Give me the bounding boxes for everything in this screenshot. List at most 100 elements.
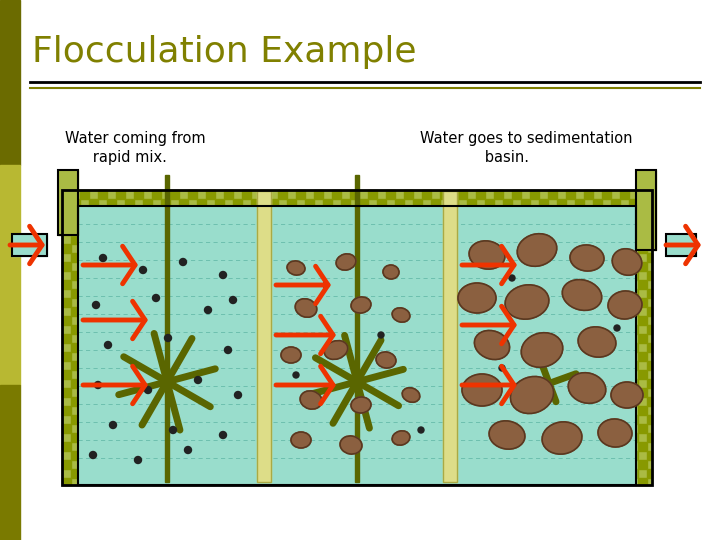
Bar <box>188 190 197 199</box>
Bar <box>503 289 512 298</box>
Bar <box>566 442 575 451</box>
Bar <box>355 175 359 482</box>
Bar <box>152 244 161 253</box>
Bar <box>395 397 404 406</box>
Bar <box>143 415 152 424</box>
Bar <box>413 235 422 244</box>
Bar <box>125 397 134 406</box>
Bar <box>296 226 305 235</box>
Bar <box>494 208 503 217</box>
Bar <box>584 316 593 325</box>
Bar <box>134 370 143 379</box>
Bar <box>233 217 242 226</box>
Bar <box>116 262 125 271</box>
Bar <box>287 361 296 370</box>
Bar <box>269 397 278 406</box>
Bar <box>359 379 368 388</box>
Circle shape <box>153 294 160 301</box>
Bar <box>224 262 233 271</box>
Bar <box>350 334 359 343</box>
Bar <box>98 388 107 397</box>
Circle shape <box>92 301 99 308</box>
Bar <box>503 433 512 442</box>
Ellipse shape <box>383 265 399 279</box>
Bar <box>575 469 584 478</box>
Bar <box>71 199 80 208</box>
Bar <box>197 451 206 460</box>
Bar <box>584 460 593 469</box>
Bar <box>134 298 143 307</box>
Bar <box>197 253 206 262</box>
Ellipse shape <box>562 280 602 310</box>
Bar <box>269 361 278 370</box>
Bar <box>152 280 161 289</box>
Circle shape <box>225 347 232 354</box>
Bar <box>224 316 233 325</box>
Bar <box>161 307 170 316</box>
Bar <box>602 244 611 253</box>
Bar <box>89 235 98 244</box>
Bar <box>377 379 386 388</box>
Bar <box>197 235 206 244</box>
Bar <box>494 460 503 469</box>
Bar <box>152 424 161 433</box>
Bar <box>359 289 368 298</box>
Bar <box>377 415 386 424</box>
Bar <box>80 226 89 235</box>
Bar <box>548 190 557 199</box>
Bar <box>530 190 539 199</box>
Bar <box>224 370 233 379</box>
Bar <box>332 244 341 253</box>
Bar <box>62 208 71 217</box>
Bar <box>638 370 647 379</box>
Bar <box>170 298 179 307</box>
Bar <box>350 424 359 433</box>
Bar <box>62 406 71 415</box>
Bar <box>152 406 161 415</box>
Bar <box>512 226 521 235</box>
Bar <box>404 388 413 397</box>
Bar <box>584 388 593 397</box>
Bar <box>386 334 395 343</box>
Bar <box>350 406 359 415</box>
Bar <box>251 253 260 262</box>
Bar <box>179 217 188 226</box>
Bar <box>602 262 611 271</box>
Bar <box>188 478 197 485</box>
Bar <box>251 307 260 316</box>
Bar <box>332 226 341 235</box>
Bar <box>224 478 233 485</box>
Ellipse shape <box>489 421 525 449</box>
Bar <box>440 388 449 397</box>
Bar <box>449 217 458 226</box>
Ellipse shape <box>474 330 510 360</box>
Bar <box>116 424 125 433</box>
Bar <box>242 190 251 199</box>
Bar <box>332 298 341 307</box>
Bar <box>89 397 98 406</box>
Bar <box>611 469 620 478</box>
Bar <box>260 316 269 325</box>
Bar <box>233 379 242 388</box>
Bar <box>341 343 350 352</box>
Bar <box>341 361 350 370</box>
Bar <box>278 406 287 415</box>
Bar <box>62 352 71 361</box>
Bar <box>269 415 278 424</box>
Bar <box>269 307 278 316</box>
Bar <box>449 307 458 316</box>
Bar <box>134 208 143 217</box>
Bar <box>494 406 503 415</box>
Bar <box>557 253 566 262</box>
Bar <box>485 271 494 280</box>
Bar <box>170 226 179 235</box>
Ellipse shape <box>402 388 420 402</box>
Bar <box>557 415 566 424</box>
Bar <box>188 352 197 361</box>
Bar <box>485 307 494 316</box>
Bar <box>422 208 431 217</box>
Bar <box>278 226 287 235</box>
Bar <box>296 478 305 485</box>
Bar <box>197 271 206 280</box>
Bar <box>521 379 530 388</box>
